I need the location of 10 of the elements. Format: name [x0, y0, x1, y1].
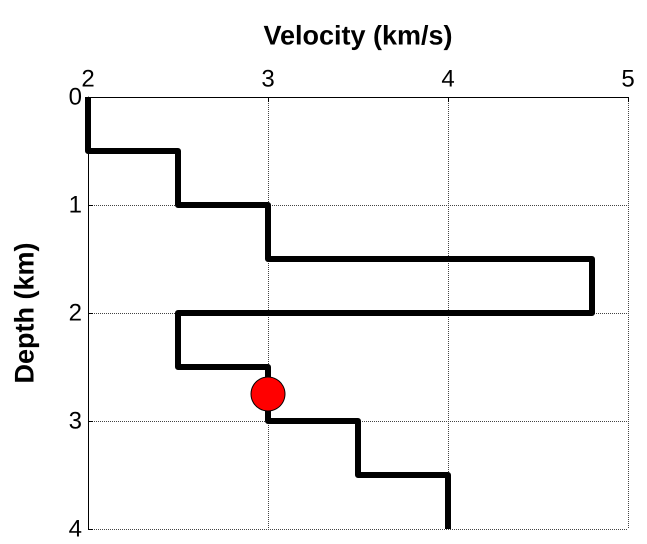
- y-tick-label: 0: [68, 84, 82, 110]
- y-tick-label: 2: [68, 300, 82, 326]
- y-tick-label: 1: [68, 192, 82, 218]
- x-tick-label: 4: [441, 66, 455, 92]
- y-tick-label: 4: [68, 516, 82, 542]
- x-tick-label: 3: [261, 66, 275, 92]
- y-tick-label: 3: [68, 408, 82, 434]
- x-axis-title: Velocity (km/s): [263, 20, 453, 50]
- y-axis-title: Depth (km): [10, 242, 40, 384]
- x-tick-label: 5: [621, 66, 635, 92]
